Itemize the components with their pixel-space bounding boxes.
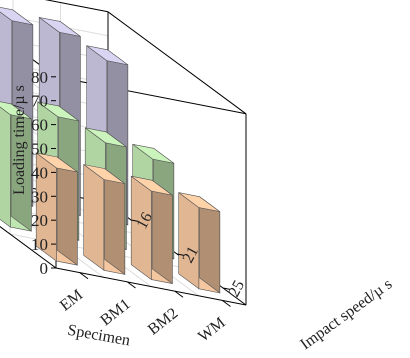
z-tick-label: 70 (31, 92, 48, 111)
z-tick-label: 30 (31, 187, 48, 206)
z-tick-label: 0 (40, 259, 49, 278)
x-tick-label: BM1 (97, 296, 133, 330)
frame-edge (55, 267, 247, 306)
y-tick-label: 16 (134, 210, 157, 232)
frame-edge (44, 0, 109, 13)
x-tick-mark (174, 290, 184, 298)
bar-left-face (178, 192, 200, 290)
bar-side-face (151, 179, 173, 285)
x-floor-gridline (0, 200, 104, 278)
bar-side-face (104, 168, 126, 275)
x-tick-mark (221, 299, 231, 307)
bar-side-face (56, 156, 78, 266)
bar (130, 175, 173, 285)
bar (83, 163, 126, 275)
bar-top-face (37, 101, 79, 122)
bar (35, 152, 78, 266)
x-tick-mark (79, 272, 89, 280)
x-floor-gridline (60, 193, 199, 297)
bar (0, 101, 32, 232)
y-tick-label: 21 (180, 244, 203, 266)
z-tick-label: 20 (31, 211, 48, 230)
z-tick-label: 80 (31, 68, 48, 87)
z-tick-label: 50 (31, 140, 48, 159)
bar-top-face (39, 17, 81, 37)
z-tick-label: 40 (31, 163, 48, 182)
x-tick-label: EM (57, 286, 86, 314)
x-tick-label: WM (195, 314, 229, 345)
bar-left-face (83, 163, 105, 271)
bar-top-face (83, 164, 125, 184)
frame-edge (107, 11, 247, 115)
z-tick-label: 10 (31, 235, 48, 254)
y-tick-mark (130, 219, 139, 222)
z-tick-label: 60 (31, 116, 48, 135)
z-axis-title: Loading time/µ s (11, 85, 28, 195)
x-tick-label: BM2 (145, 305, 181, 339)
bar-left-face (0, 106, 11, 228)
bar-top-face (36, 152, 78, 173)
bar-top-face (132, 144, 174, 164)
y-axis-title: Impact speed/µ s (297, 276, 395, 354)
bar-top-face (131, 175, 173, 196)
bar (178, 192, 221, 294)
bar-top-face (85, 127, 127, 148)
bar-top-face (178, 192, 220, 212)
bar-top-face (0, 101, 32, 120)
bar-top-face (0, 7, 33, 26)
y-tick-mark (222, 287, 231, 290)
x-axis-title: Specimen (66, 322, 131, 350)
bar-top-face (86, 45, 128, 66)
y-tick-label: 25 (226, 278, 249, 300)
y-tick-mark (176, 253, 185, 256)
x-tick-mark (126, 281, 136, 289)
frame-edge (0, 225, 57, 269)
bars-layer (0, 7, 221, 294)
